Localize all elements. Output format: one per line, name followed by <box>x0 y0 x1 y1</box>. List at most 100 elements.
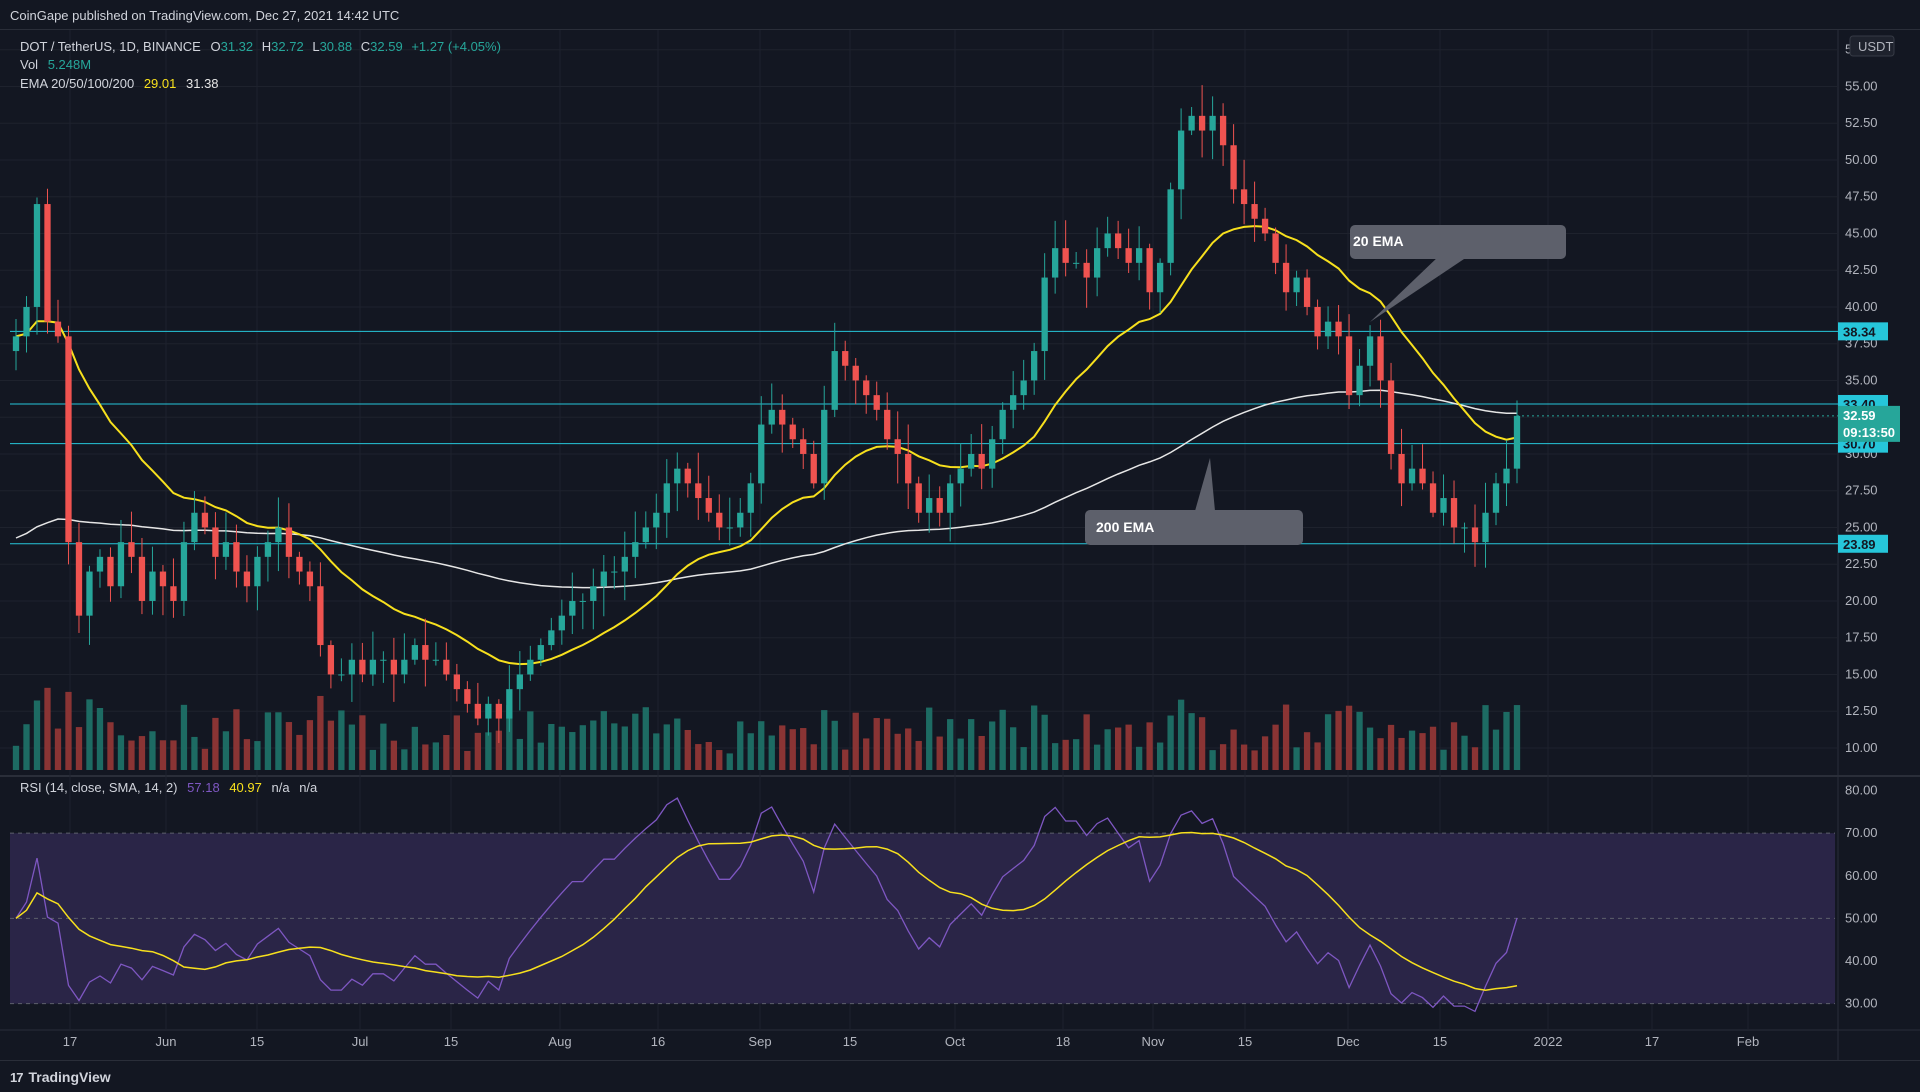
candle-body[interactable] <box>54 321 62 337</box>
candle-body[interactable] <box>464 689 471 704</box>
candle-body[interactable] <box>254 556 261 587</box>
candle-body[interactable] <box>558 615 565 631</box>
level-badge[interactable] <box>1838 534 1888 553</box>
candle-body[interactable] <box>401 659 408 675</box>
candle-body[interactable] <box>831 351 838 410</box>
candle-body[interactable] <box>999 409 1006 440</box>
candle-body[interactable] <box>1020 380 1027 396</box>
candle-body[interactable] <box>600 571 607 587</box>
candle-body[interactable] <box>1209 115 1216 131</box>
candle-body[interactable] <box>947 483 954 513</box>
candle-body[interactable] <box>894 439 901 454</box>
candle-body[interactable] <box>1440 498 1447 513</box>
candle-body[interactable] <box>873 395 880 410</box>
candle-body[interactable] <box>758 424 765 484</box>
candle-body[interactable] <box>327 645 335 675</box>
candle-body[interactable] <box>684 468 691 484</box>
candle-body[interactable] <box>926 498 933 513</box>
last-price-badge[interactable] <box>1838 405 1900 442</box>
candle-body[interactable] <box>842 351 849 366</box>
tradingview-logo[interactable]: 17 TradingView <box>10 1069 111 1085</box>
candle-body[interactable] <box>1503 468 1510 484</box>
candle-body[interactable] <box>474 703 481 719</box>
candle-body[interactable] <box>338 674 345 676</box>
callout-20-ema[interactable]: 20 EMA <box>1350 225 1566 322</box>
candle-body[interactable] <box>1303 277 1311 307</box>
candle-body[interactable] <box>863 380 870 396</box>
candles[interactable] <box>12 85 1521 743</box>
candle-body[interactable] <box>737 512 744 528</box>
candle-body[interactable] <box>1240 189 1248 205</box>
candle-body[interactable] <box>432 659 440 661</box>
callouts[interactable]: 20 EMA 200 EMA <box>1085 225 1566 545</box>
candle-body[interactable] <box>23 306 30 337</box>
candle-body[interactable] <box>810 453 817 484</box>
candle-body[interactable] <box>978 453 985 469</box>
candle-body[interactable] <box>243 571 251 587</box>
candle-body[interactable] <box>1366 336 1374 366</box>
candle-body[interactable] <box>1188 115 1195 131</box>
candle-body[interactable] <box>380 659 387 661</box>
candle-body[interactable] <box>359 659 366 675</box>
candle-body[interactable] <box>653 512 660 528</box>
candle-body[interactable] <box>44 204 51 322</box>
horizontal-levels[interactable] <box>10 330 1838 545</box>
candle-body[interactable] <box>180 542 188 601</box>
candle-body[interactable] <box>716 512 723 528</box>
candle-body[interactable] <box>905 453 912 484</box>
candle-body[interactable] <box>611 571 618 573</box>
candle-body[interactable] <box>1156 262 1164 293</box>
candle-body[interactable] <box>1083 262 1090 278</box>
candle-body[interactable] <box>12 336 20 352</box>
candle-body[interactable] <box>1282 262 1290 293</box>
candle-body[interactable] <box>75 542 83 616</box>
candle-body[interactable] <box>159 571 167 587</box>
candle-body[interactable] <box>65 336 72 543</box>
candle-body[interactable] <box>107 556 114 587</box>
candle-body[interactable] <box>1251 204 1258 219</box>
candle-body[interactable] <box>1324 321 1332 337</box>
candle-body[interactable] <box>1377 336 1384 381</box>
candle-body[interactable] <box>1125 248 1132 263</box>
candle-body[interactable] <box>537 645 544 660</box>
candle-body[interactable] <box>747 483 754 513</box>
candle-body[interactable] <box>128 542 135 557</box>
candle-body[interactable] <box>1041 277 1048 352</box>
candle-body[interactable] <box>1031 351 1038 381</box>
candle-body[interactable] <box>453 674 461 690</box>
candle-body[interactable] <box>1335 321 1342 337</box>
candle-body[interactable] <box>1387 380 1395 454</box>
candle-body[interactable] <box>779 409 786 425</box>
candle-body[interactable] <box>642 527 649 543</box>
candle-body[interactable] <box>569 600 576 616</box>
candle-body[interactable] <box>1135 248 1143 263</box>
candle-body[interactable] <box>285 527 293 557</box>
candle-body[interactable] <box>1198 115 1206 131</box>
candle-body[interactable] <box>443 659 450 675</box>
candle-body[interactable] <box>86 571 93 616</box>
candle-body[interactable] <box>800 439 807 454</box>
candle-body[interactable] <box>957 468 964 484</box>
candle-body[interactable] <box>191 512 198 543</box>
candle-body[interactable] <box>1261 218 1269 234</box>
candle-body[interactable] <box>936 498 943 513</box>
candle-body[interactable] <box>915 483 922 513</box>
candle-body[interactable] <box>1093 248 1101 278</box>
candle-body[interactable] <box>390 659 398 675</box>
candle-body[interactable] <box>1482 512 1489 543</box>
axes[interactable]: 10.00 12.50 15.00 17.50 20.00 22.50 25.00 27.50… <box>63 42 1900 1049</box>
candle-body[interactable] <box>1471 527 1479 543</box>
candle-body[interactable] <box>170 586 177 601</box>
candle-body[interactable] <box>1429 483 1437 513</box>
candle-body[interactable] <box>768 409 775 425</box>
candle-body[interactable] <box>1272 233 1279 263</box>
candle-body[interactable] <box>1419 468 1426 484</box>
candle-body[interactable] <box>1461 527 1468 529</box>
candle-body[interactable] <box>275 527 282 543</box>
level-badge[interactable] <box>1838 322 1888 341</box>
candle-body[interactable] <box>411 645 419 660</box>
candle-body[interactable] <box>117 542 125 587</box>
candle-body[interactable] <box>1345 336 1353 396</box>
candle-body[interactable] <box>968 453 975 469</box>
candle-body[interactable] <box>138 556 146 601</box>
